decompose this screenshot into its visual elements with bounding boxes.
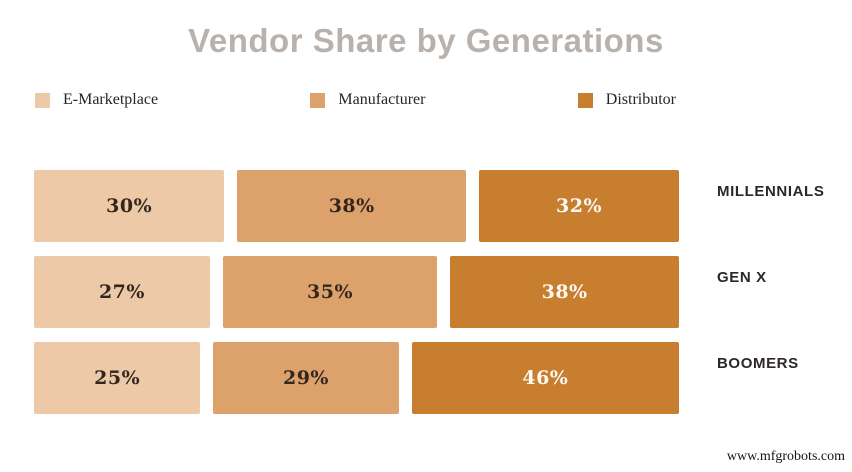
legend-label: Distributor — [605, 91, 676, 108]
legend: E-Marketplace Manufacturer Distributor — [35, 92, 676, 108]
legend-label: Manufacturer — [338, 91, 426, 108]
bar-chart: 30% 38% 32% MILLENNIALS 27% 35% 38% GEN … — [34, 170, 824, 428]
legend-item-e-marketplace: E-Marketplace — [35, 92, 158, 108]
bar-group: 25% 29% 46% — [34, 342, 679, 414]
chart-row-gen-x: 27% 35% 38% GEN X — [34, 256, 824, 328]
chart-row-boomers: 25% 29% 46% BOOMERS — [34, 342, 824, 414]
legend-item-distributor: Distributor — [577, 91, 676, 108]
bar-group: 30% 38% 32% — [34, 170, 679, 242]
bar-segment-manufacturer: 35% — [222, 256, 438, 328]
legend-swatch-icon — [310, 92, 326, 108]
bar-value-label: 27% — [98, 281, 145, 303]
bar-value-label: 35% — [307, 281, 354, 303]
chart-title: Vendor Share by Generations — [188, 22, 664, 59]
bar-segment-e-marketplace: 25% — [34, 342, 201, 414]
legend-swatch-icon — [577, 92, 593, 108]
bar-value-label: 25% — [94, 367, 141, 389]
bar-segment-e-marketplace: 30% — [34, 170, 225, 242]
bar-value-label: 30% — [106, 195, 153, 217]
category-label: GEN X — [717, 269, 767, 286]
bar-segment-distributor: 38% — [450, 256, 679, 328]
category-label: MILLENNIALS — [717, 183, 825, 200]
bar-segment-manufacturer: 29% — [213, 342, 399, 414]
bar-value-label: 29% — [282, 367, 329, 389]
watermark-url: www.mfgrobots.com — [726, 449, 845, 464]
bar-segment-manufacturer: 38% — [237, 170, 467, 242]
bar-group: 27% 35% 38% — [34, 256, 679, 328]
legend-label: E-Marketplace — [63, 91, 159, 108]
bar-value-label: 32% — [556, 195, 603, 217]
bar-value-label: 38% — [328, 195, 375, 217]
bar-segment-distributor: 32% — [479, 170, 679, 242]
chart-row-millennials: 30% 38% 32% MILLENNIALS — [34, 170, 824, 242]
bar-value-label: 46% — [522, 367, 569, 389]
bar-value-label: 38% — [541, 281, 588, 303]
bar-segment-e-marketplace: 27% — [34, 256, 210, 328]
legend-swatch-icon — [35, 92, 50, 108]
legend-item-manufacturer: Manufacturer — [310, 92, 425, 108]
bar-segment-distributor: 46% — [411, 342, 679, 414]
category-label: BOOMERS — [717, 355, 799, 372]
